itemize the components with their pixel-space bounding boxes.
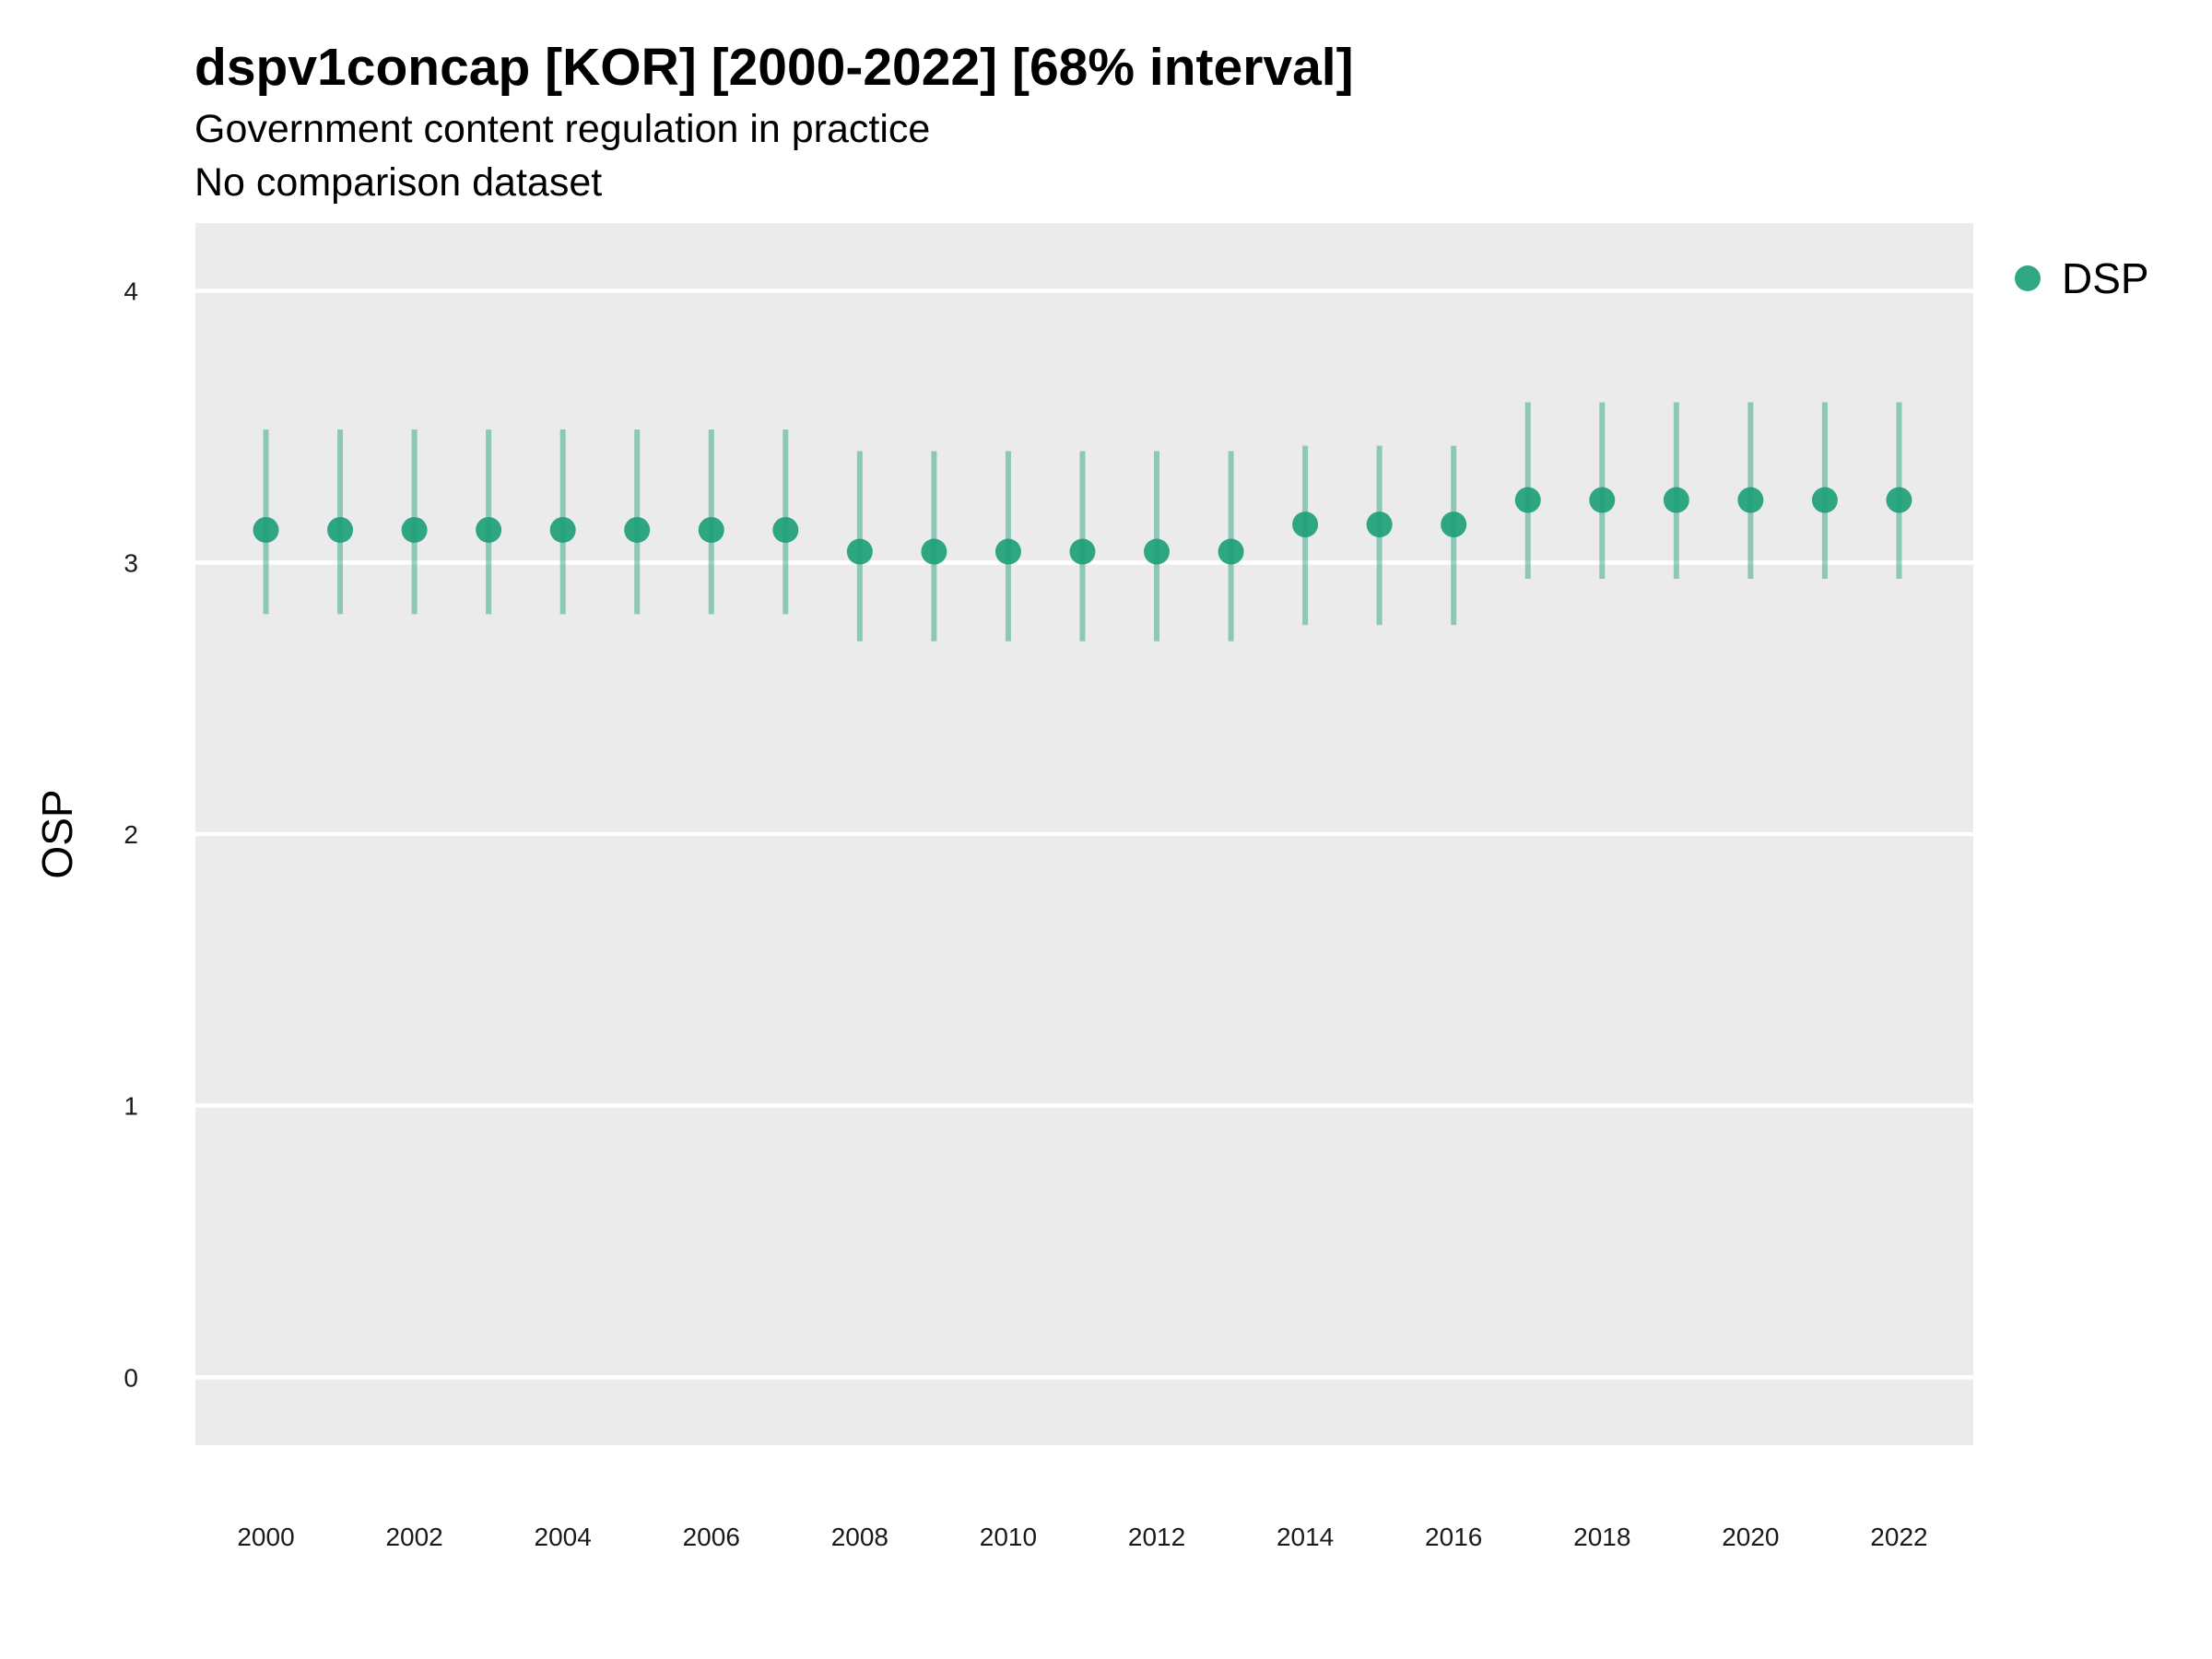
data-point-2021	[1811, 487, 1838, 513]
x-tick-label-2018: 2018	[1573, 1523, 1630, 1551]
data-points	[253, 487, 1912, 565]
chart-title: dspv1concap [KOR] [2000-2022] [68% inter…	[194, 38, 1354, 97]
y-tick-label-0: 0	[124, 1363, 138, 1392]
data-point-2019	[1663, 487, 1689, 513]
data-point-2010	[994, 538, 1021, 565]
y-tick-label-4: 4	[124, 277, 138, 306]
data-point-2012	[1144, 538, 1171, 565]
data-point-2008	[846, 538, 873, 565]
x-tick-label-2008: 2008	[831, 1523, 888, 1551]
data-point-2003	[476, 516, 502, 543]
y-axis-ticks: 0 1 2 3 4	[124, 277, 138, 1393]
chart-subtitle: Government content regulation in practic…	[194, 107, 931, 151]
x-tick-label-2010: 2010	[980, 1523, 1037, 1551]
x-tick-label-2004: 2004	[535, 1523, 592, 1551]
y-tick-label-2: 2	[124, 820, 138, 849]
chart-caption: No comparison dataset	[194, 160, 603, 205]
y-tick-label-1: 1	[124, 1092, 138, 1121]
data-point-2001	[327, 516, 354, 543]
data-point-2007	[772, 516, 799, 543]
x-tick-label-2002: 2002	[385, 1523, 442, 1551]
data-point-2017	[1514, 487, 1541, 513]
y-axis-title: OSP	[33, 789, 81, 878]
data-point-2005	[624, 516, 651, 543]
data-point-2004	[549, 516, 576, 543]
data-point-2009	[921, 538, 947, 565]
legend-key-dsp	[2015, 265, 2041, 291]
data-point-2016	[1441, 512, 1467, 538]
data-point-2000	[253, 516, 279, 543]
x-tick-label-2014: 2014	[1277, 1523, 1334, 1551]
data-point-2020	[1737, 487, 1764, 513]
x-tick-label-2012: 2012	[1128, 1523, 1185, 1551]
data-point-2014	[1292, 512, 1319, 538]
legend: DSP	[2015, 254, 2149, 302]
data-point-2002	[401, 516, 428, 543]
x-tick-label-2000: 2000	[237, 1523, 294, 1551]
x-tick-label-2016: 2016	[1425, 1523, 1482, 1551]
data-point-2022	[1886, 487, 1912, 513]
y-tick-label-3: 3	[124, 548, 138, 577]
data-point-2018	[1589, 487, 1616, 513]
x-tick-label-2020: 2020	[1722, 1523, 1779, 1551]
data-point-2011	[1069, 538, 1096, 565]
legend-label-dsp: DSP	[2062, 254, 2149, 302]
x-tick-label-2006: 2006	[683, 1523, 740, 1551]
data-point-2013	[1218, 538, 1244, 565]
data-point-2006	[698, 516, 724, 543]
x-tick-label-2022: 2022	[1870, 1523, 1927, 1551]
x-axis-ticks: 2000 2002 2004 2006 2008 2010 2012 2014 2016 2018…	[237, 1523, 1927, 1551]
data-point-2015	[1366, 512, 1393, 538]
